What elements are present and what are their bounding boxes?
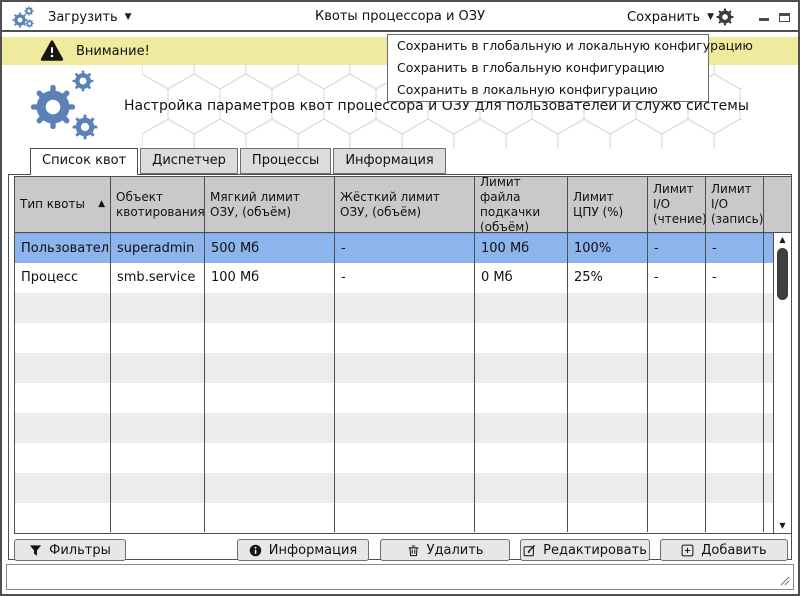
filter-funnel-icon bbox=[30, 544, 42, 556]
column-header-soft-ram-limit[interactable]: Мягкий лимит ОЗУ, (объём) bbox=[205, 177, 335, 232]
cell-quota-object: superadmin bbox=[117, 241, 195, 256]
column-header-io-write-limit[interactable]: Лимит I/O (запись) bbox=[706, 177, 764, 232]
menu-item-save-global[interactable]: Сохранить в глобальную конфигурацию bbox=[397, 60, 665, 75]
column-header-quota-object[interactable]: Объект квотирования bbox=[111, 177, 205, 232]
load-dropdown-button[interactable]: Загрузить ▼ bbox=[48, 2, 132, 32]
scroll-up-icon[interactable]: ▲ bbox=[779, 235, 786, 244]
cell-io-write: - bbox=[712, 241, 717, 256]
table-row-selected[interactable]: Пользователь superadmin 500 Мб - 100 Мб … bbox=[15, 233, 791, 263]
column-header-swap-limit[interactable]: Лимит файла подкачки (объём) bbox=[475, 175, 568, 234]
close-button[interactable]: × bbox=[796, 8, 798, 26]
tab-information[interactable]: Информация bbox=[333, 148, 446, 174]
delete-button[interactable]: Удалить bbox=[380, 539, 510, 561]
menu-item-save-global-local[interactable]: Сохранить в глобальную и локальную конфи… bbox=[397, 38, 753, 53]
cell-io-read: - bbox=[654, 241, 659, 256]
warning-triangle-icon bbox=[40, 40, 64, 61]
column-header-hard-ram-limit[interactable]: Жёсткий лимит ОЗУ, (объём) bbox=[335, 177, 475, 232]
settings-gear-icon[interactable] bbox=[716, 8, 734, 26]
tab-panel: Тип квоты ▲ Объект квотирования Мягкий л… bbox=[8, 174, 792, 563]
resize-grip[interactable] bbox=[778, 574, 790, 586]
status-bar bbox=[6, 564, 794, 590]
cell-hard-ram: - bbox=[341, 270, 346, 285]
tab-quota-list[interactable]: Список квот bbox=[30, 148, 139, 175]
column-header-filler bbox=[764, 177, 791, 232]
scroll-down-icon[interactable]: ▼ bbox=[779, 521, 786, 530]
filters-button[interactable]: Фильтры bbox=[14, 539, 126, 561]
cell-swap: 0 Мб bbox=[481, 270, 513, 285]
cell-swap: 100 Мб bbox=[481, 241, 530, 256]
column-header-cpu-limit[interactable]: Лимит ЦПУ (%) bbox=[568, 177, 648, 232]
cell-quota-type: Пользователь bbox=[21, 241, 111, 256]
maximize-button[interactable] bbox=[776, 9, 792, 25]
tab-dispatcher[interactable]: Диспетчер bbox=[140, 148, 238, 174]
cell-io-read: - bbox=[654, 270, 659, 285]
load-label: Загрузить bbox=[48, 9, 118, 25]
minimize-button[interactable] bbox=[756, 9, 772, 25]
cell-quota-type: Процесс bbox=[21, 270, 79, 285]
title-bar: Загрузить ▼ Квоты процессора и ОЗУ Сохра… bbox=[2, 2, 798, 32]
cell-soft-ram: 500 Мб bbox=[211, 241, 260, 256]
column-header-quota-type[interactable]: Тип квоты ▲ bbox=[15, 177, 111, 232]
add-button[interactable]: Добавить bbox=[660, 539, 788, 561]
trash-icon bbox=[408, 545, 418, 556]
plus-icon bbox=[681, 544, 694, 556]
vertical-scrollbar[interactable]: ▲ ▼ bbox=[773, 233, 791, 533]
page-description: Настройка параметров квот процессора и О… bbox=[124, 98, 749, 114]
tab-processes[interactable]: Процессы bbox=[239, 148, 332, 174]
window-controls: × bbox=[752, 2, 798, 32]
info-icon bbox=[249, 544, 262, 556]
cell-soft-ram: 100 Мб bbox=[211, 270, 260, 285]
save-label: Сохранить bbox=[627, 9, 701, 25]
gears-illustration-icon bbox=[30, 70, 98, 140]
sort-asc-icon: ▲ bbox=[98, 198, 105, 209]
cell-io-write: - bbox=[712, 270, 717, 285]
cell-cpu: 100% bbox=[574, 241, 612, 256]
edit-pencil-icon bbox=[523, 544, 536, 556]
caret-down-icon: ▼ bbox=[124, 12, 132, 22]
table-row[interactable]: Процесс smb.service 100 Мб - 0 Мб 25% - … bbox=[15, 263, 791, 293]
save-dropdown-menu: Сохранить в глобальную и локальную конфи… bbox=[387, 34, 753, 102]
cell-quota-object: smb.service bbox=[117, 270, 196, 285]
caret-down-icon: ▼ bbox=[707, 12, 715, 22]
tab-bar: Список квот Диспетчер Процессы Информаци… bbox=[30, 148, 448, 175]
table-header-row: Тип квоты ▲ Объект квотирования Мягкий л… bbox=[15, 175, 791, 234]
warning-text: Внимание! bbox=[76, 43, 150, 59]
action-button-row: Фильтры Информация Удалить Редактировать… bbox=[9, 539, 791, 563]
app-gears-icon bbox=[12, 6, 34, 28]
empty-rows-area bbox=[15, 293, 791, 532]
save-dropdown-button[interactable]: Сохранить ▼ bbox=[627, 2, 714, 32]
window-title: Квоты процессора и ОЗУ bbox=[314, 9, 486, 24]
quota-table: Тип квоты ▲ Объект квотирования Мягкий л… bbox=[14, 175, 792, 534]
table-body: Пользователь superadmin 500 Мб - 100 Мб … bbox=[15, 233, 791, 532]
information-button[interactable]: Информация bbox=[237, 539, 369, 561]
edit-button[interactable]: Редактировать bbox=[520, 539, 650, 561]
scrollbar-thumb[interactable] bbox=[777, 248, 788, 300]
cell-hard-ram: - bbox=[341, 241, 346, 256]
cell-cpu: 25% bbox=[574, 270, 603, 285]
column-header-io-read-limit[interactable]: Лимит I/O (чтение) bbox=[648, 177, 707, 232]
menu-item-save-local[interactable]: Сохранить в локальную конфигурацию bbox=[397, 82, 658, 97]
